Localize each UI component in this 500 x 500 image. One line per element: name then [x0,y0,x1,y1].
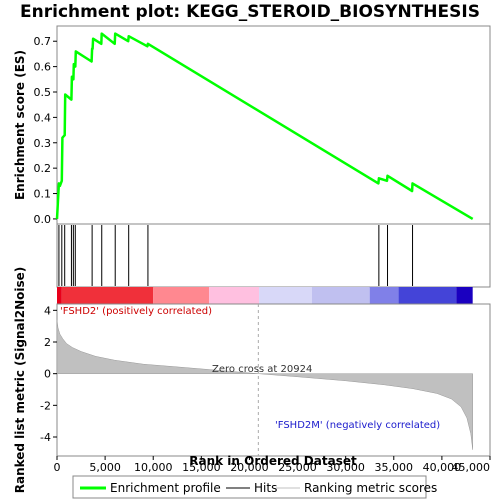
es-y-tick-label: 0.1 [34,188,52,201]
enrichment-score-panel: 0.0 0.1 0.2 0.3 0.4 0.5 0.6 0.7 [34,25,491,226]
metric-fill-layer [56,304,473,456]
metric-y-tick-label: 2 [44,336,51,349]
metric-y-axis-label: Ranked list metric (Signal2Noise) [13,267,27,494]
hits-area [56,223,491,288]
metric-y-tick-label: 0 [44,368,51,381]
x-tick-label: 25,000 [278,461,317,474]
negative-correlation-label: 'FSHD2M' (negatively correlated) [275,420,440,431]
legend-label-enrichment-profile: Enrichment profile [110,481,221,495]
heatmap-segment [311,287,370,304]
chart-title: Enrichment plot: KEGG_STEROID_BIOSYNTHES… [20,2,480,22]
heatmap-segment [369,287,399,304]
x-tick-label: 35,000 [375,461,414,474]
es-profile-layer [55,32,474,220]
x-tick-label: 30,000 [326,461,365,474]
heatmap-segment [209,287,260,304]
es-y-tick-label: 0.6 [34,61,52,74]
zero-cross-label: Zero cross at 20924 [212,364,312,375]
heatmap-segment [61,287,154,304]
es-y-axis-label: Enrichment score (ES) [13,50,27,200]
legend-box [72,475,427,499]
ranking-heatmap-bar [57,287,473,304]
heatmap-segment [153,287,210,304]
es-y-ticks: 0.0 0.1 0.2 0.3 0.4 0.5 0.6 0.7 [34,35,57,226]
hits-layer [58,225,414,286]
x-axis-label: Rank in Ordered Dataset [189,454,357,468]
x-tick-label: 0 [54,461,61,474]
es-y-tick-label: 0.4 [34,111,52,124]
heatmap-segment [259,287,312,304]
legend-label-hits: Hits [254,481,277,495]
x-tick-label: 20,000 [230,461,269,474]
x-tick-label: 5,000 [89,461,121,474]
es-plot-area [56,25,491,225]
heatmap-segment [57,287,62,304]
x-axis: 0 5,000 10,000 15,000 20,000 25,000 30,000 35,0… [54,456,491,474]
metric-y-tick-label: -4 [40,431,51,444]
es-y-tick-label: 0.3 [34,137,52,150]
x-tick-label: 15,000 [182,461,221,474]
x-tick-label: 45,000 [452,461,491,474]
positive-correlation-label: 'FSHD2' (positively correlated) [60,306,212,317]
heatmap-segment [398,287,457,304]
legend-label-ranking-metric: Ranking metric scores [304,481,437,495]
es-y-tick-label: 0.0 [34,213,52,226]
metric-y-tick-label: 4 [44,304,51,317]
x-tick-label: 40,000 [423,461,462,474]
legend: Enrichment profile Hits Ranking metric s… [72,475,437,499]
hits-panel [56,223,491,288]
metric-y-ticks: -4 -2 0 2 4 [40,304,57,444]
es-profile-line [55,32,474,220]
metric-y-tick-label: -2 [40,399,51,412]
es-y-tick-label: 0.5 [34,86,52,99]
es-y-tick-label: 0.7 [34,35,52,48]
heatmap-segment [456,287,473,304]
es-y-tick-label: 0.2 [34,162,52,175]
metric-area [56,319,473,450]
x-tick-label: 10,000 [134,461,173,474]
